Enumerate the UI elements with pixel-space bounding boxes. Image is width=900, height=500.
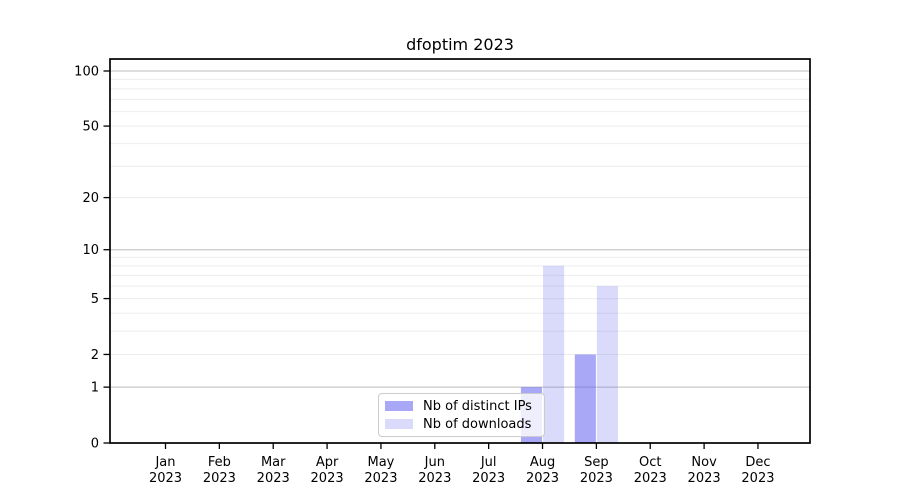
legend-row-distinct-ips: Nb of distinct IPs bbox=[385, 397, 538, 415]
x-tick-label: Jan 2023 bbox=[149, 455, 182, 486]
y-tick-label: 1 bbox=[91, 381, 99, 396]
legend-swatch-downloads bbox=[385, 419, 413, 429]
x-tick-label: Dec 2023 bbox=[741, 455, 774, 486]
y-tick-label: 0 bbox=[91, 437, 99, 452]
legend-label-downloads: Nb of downloads bbox=[423, 416, 532, 432]
x-tick-label: Oct 2023 bbox=[634, 455, 667, 486]
y-tick-label: 2 bbox=[91, 348, 99, 363]
y-tick-label: 100 bbox=[74, 64, 99, 79]
legend: Nb of distinct IPs Nb of downloads bbox=[378, 393, 545, 437]
legend-swatch-distinct-ips bbox=[385, 401, 413, 411]
x-tick-label: Feb 2023 bbox=[203, 455, 236, 486]
x-tick-label: Aug 2023 bbox=[526, 455, 559, 486]
legend-row-downloads: Nb of downloads bbox=[385, 415, 538, 433]
bar-distinct-ips bbox=[574, 354, 596, 443]
x-tick-label: Jun 2023 bbox=[418, 455, 451, 486]
bar-downloads bbox=[543, 265, 565, 443]
legend-label-distinct-ips: Nb of distinct IPs bbox=[423, 398, 532, 414]
bar-downloads bbox=[596, 286, 618, 443]
y-tick-label: 20 bbox=[82, 191, 99, 206]
plot-border bbox=[109, 58, 811, 444]
x-tick-label: May 2023 bbox=[364, 455, 397, 486]
chart-title: dfoptim 2023 bbox=[406, 35, 514, 54]
y-tick-label: 50 bbox=[82, 120, 99, 135]
y-tick-label: 5 bbox=[91, 292, 99, 307]
x-tick-label: Sep 2023 bbox=[580, 455, 613, 486]
x-tick-label: Nov 2023 bbox=[688, 455, 721, 486]
x-tick-label: Apr 2023 bbox=[311, 455, 344, 486]
x-tick-label: Jul 2023 bbox=[472, 455, 505, 486]
x-tick-label: Mar 2023 bbox=[257, 455, 290, 486]
y-tick-label: 10 bbox=[82, 243, 99, 258]
